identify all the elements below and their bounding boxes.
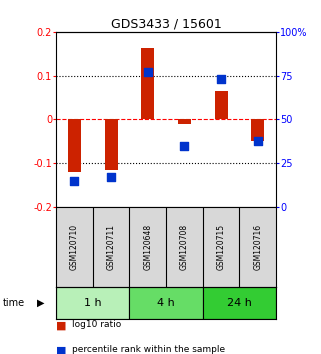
Text: 1 h: 1 h [84,298,102,308]
Text: GSM120708: GSM120708 [180,224,189,270]
Title: GDS3433 / 15601: GDS3433 / 15601 [111,18,221,31]
Bar [68,120,81,172]
Text: percentile rank within the sample: percentile rank within the sample [72,345,225,354]
Text: time: time [3,298,25,308]
Text: GSM120716: GSM120716 [253,224,262,270]
Text: GSM120715: GSM120715 [217,224,226,270]
Point [145,69,150,75]
Point [219,76,224,82]
Bar [141,48,154,120]
Text: ■: ■ [56,320,67,330]
Text: 24 h: 24 h [227,298,252,308]
Text: GSM120710: GSM120710 [70,224,79,270]
Bar [251,120,264,141]
Bar [178,120,191,124]
Text: ■: ■ [56,345,67,354]
Bar [129,287,203,319]
Point [108,175,114,180]
Bar [56,287,129,319]
Bar [215,91,228,120]
Bar [203,287,276,319]
Point [182,143,187,149]
Point [72,178,77,184]
Text: GSM120711: GSM120711 [107,224,116,270]
Text: GSM120648: GSM120648 [143,224,152,270]
Text: ▶: ▶ [37,298,44,308]
Text: 4 h: 4 h [157,298,175,308]
Text: log10 ratio: log10 ratio [72,320,121,329]
Bar [105,120,117,170]
Point [255,138,260,143]
